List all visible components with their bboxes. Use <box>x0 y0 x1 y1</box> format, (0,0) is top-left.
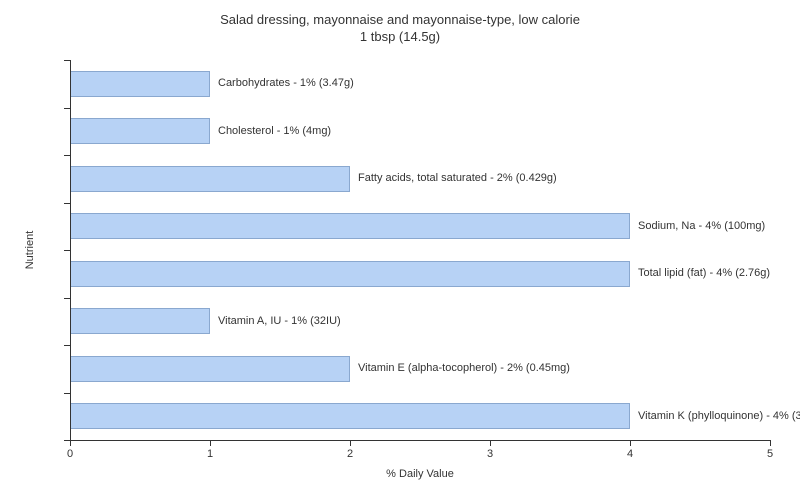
x-tick-mark <box>770 440 771 446</box>
chart-title: Salad dressing, mayonnaise and mayonnais… <box>0 12 800 46</box>
plot-area: Carbohydrates - 1% (3.47g) Cholesterol - … <box>70 60 770 440</box>
bar-label: Fatty acids, total saturated - 2% (0.429… <box>358 172 557 184</box>
x-tick-label: 0 <box>67 448 73 460</box>
bar-label: Vitamin A, IU - 1% (32IU) <box>218 315 341 327</box>
x-tick-label: 1 <box>207 448 213 460</box>
bar-label: Total lipid (fat) - 4% (2.76g) <box>638 267 770 279</box>
x-tick-label: 3 <box>487 448 493 460</box>
bar <box>70 261 630 287</box>
x-axis-title: % Daily Value <box>386 468 454 480</box>
x-tick-label: 4 <box>627 448 633 460</box>
bar <box>70 166 350 192</box>
bar <box>70 71 210 97</box>
bar <box>70 308 210 334</box>
chart-title-line1: Salad dressing, mayonnaise and mayonnais… <box>0 12 800 29</box>
bar <box>70 118 210 144</box>
x-axis-line <box>70 440 770 441</box>
nutrient-chart: Salad dressing, mayonnaise and mayonnais… <box>0 0 800 500</box>
y-axis-title: Nutrient <box>24 231 36 270</box>
bar-label: Carbohydrates - 1% (3.47g) <box>218 77 354 89</box>
bar-label: Cholesterol - 1% (4mg) <box>218 125 331 137</box>
bar-label: Vitamin E (alpha-tocopherol) - 2% (0.45m… <box>358 362 570 374</box>
y-axis-line <box>70 60 71 440</box>
bar <box>70 213 630 239</box>
chart-title-line2: 1 tbsp (14.5g) <box>0 29 800 46</box>
x-tick-label: 5 <box>767 448 773 460</box>
bar <box>70 403 630 429</box>
bar <box>70 356 350 382</box>
x-tick-label: 2 <box>347 448 353 460</box>
bar-label: Sodium, Na - 4% (100mg) <box>638 220 765 232</box>
bar-label: Vitamin K (phylloquinone) - 4% (3.6mcg) <box>638 410 800 422</box>
